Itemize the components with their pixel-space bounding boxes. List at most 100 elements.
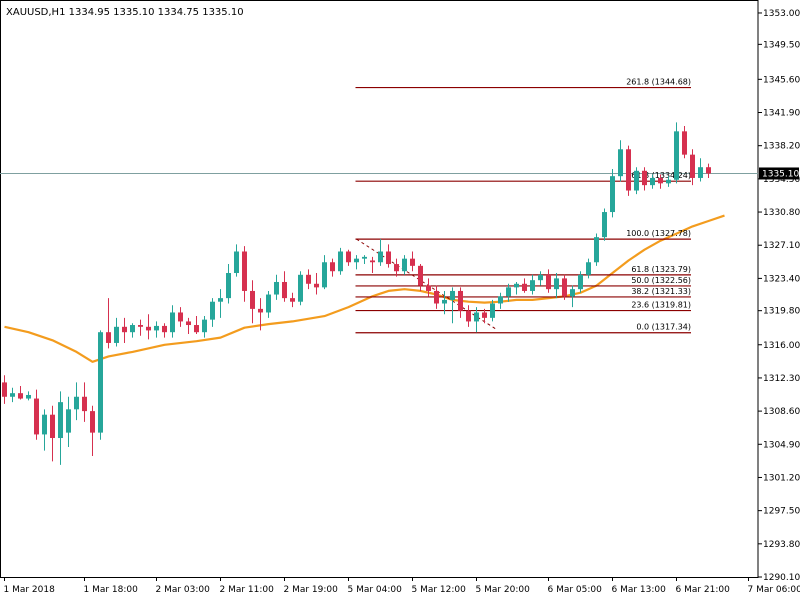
candle-body xyxy=(178,312,183,321)
candle-body xyxy=(42,415,47,435)
candle-body xyxy=(538,275,543,280)
candle xyxy=(410,251,415,271)
candle-body xyxy=(66,409,71,432)
candle-body xyxy=(338,251,343,271)
candle-body xyxy=(170,312,175,332)
candle-body xyxy=(402,259,407,272)
candle xyxy=(218,289,223,318)
x-tick-label: 2 Mar 11:00 xyxy=(220,585,275,595)
candle-body xyxy=(234,251,239,273)
y-tick-label: 1308.60 xyxy=(763,407,800,417)
candle-body xyxy=(146,327,151,331)
candle-body xyxy=(186,321,191,325)
fib-level-label: 61.8 (1323.79) xyxy=(631,265,691,274)
y-tick-label: 1316.00 xyxy=(763,341,800,351)
candle-body xyxy=(122,327,127,332)
candle-body xyxy=(682,131,687,154)
y-tick-label: 1323.40 xyxy=(763,274,800,284)
candle xyxy=(298,271,303,305)
candle xyxy=(106,298,111,348)
current-price-label: 1335.10 xyxy=(762,169,799,179)
x-tick-label: 2 Mar 19:00 xyxy=(284,585,339,595)
candle xyxy=(114,318,119,347)
y-tick-label: 1341.90 xyxy=(763,109,800,119)
candle xyxy=(322,255,327,289)
candle xyxy=(274,275,279,300)
candle-body xyxy=(522,284,527,291)
candle-body xyxy=(98,332,103,432)
candle-body xyxy=(10,393,15,397)
candle-body xyxy=(82,397,87,411)
candle-body xyxy=(34,399,39,435)
candle-body xyxy=(474,312,479,321)
candle xyxy=(42,409,47,450)
candle xyxy=(290,293,295,307)
candle xyxy=(546,269,551,292)
candle xyxy=(594,234,599,266)
candle-body xyxy=(650,178,655,185)
candle xyxy=(458,287,463,317)
candle-body xyxy=(706,167,711,173)
candle xyxy=(154,321,159,337)
candle-body xyxy=(18,393,23,398)
candle xyxy=(98,330,103,439)
y-tick-label: 1353.00 xyxy=(763,9,800,19)
y-tick-label: 1293.80 xyxy=(763,540,800,550)
candle-body xyxy=(394,264,399,271)
candle-body xyxy=(610,176,615,212)
y-tick-label: 1338.20 xyxy=(763,142,800,152)
candle-body xyxy=(458,291,463,311)
candle xyxy=(394,259,399,277)
candle-body xyxy=(426,286,431,291)
candle-body xyxy=(562,278,567,296)
candle xyxy=(210,298,215,327)
candle xyxy=(138,320,143,336)
candle-body xyxy=(378,251,383,262)
candle xyxy=(266,291,271,318)
candle xyxy=(570,286,575,308)
candle-body xyxy=(106,332,111,343)
candle-body xyxy=(330,262,335,271)
candle-body xyxy=(658,178,663,183)
candle-body xyxy=(114,327,119,343)
candle xyxy=(170,305,175,337)
candle-body xyxy=(50,415,55,438)
x-tick-label: 5 Mar 04:00 xyxy=(348,585,403,595)
candle xyxy=(626,146,631,196)
x-tick-label: 5 Mar 20:00 xyxy=(476,585,531,595)
x-tick-label: 5 Mar 12:00 xyxy=(412,585,467,595)
candle-body xyxy=(322,262,327,287)
candle xyxy=(50,406,55,462)
candle xyxy=(306,269,311,289)
candle xyxy=(122,318,127,343)
candle xyxy=(538,271,543,285)
candle-body xyxy=(530,280,535,291)
candle-body xyxy=(210,302,215,320)
candle-body xyxy=(90,411,95,433)
candle xyxy=(386,244,391,267)
x-tick-label: 1 Mar 18:00 xyxy=(84,585,139,595)
candle xyxy=(226,264,231,303)
candle-body xyxy=(690,155,695,178)
y-tick-label: 1345.60 xyxy=(763,75,800,85)
fib-level-label: 261.8 (1344.68) xyxy=(626,78,691,87)
candle xyxy=(250,280,255,323)
candle-body xyxy=(370,260,375,262)
candle-body xyxy=(298,275,303,302)
candle-body xyxy=(154,326,159,330)
candle xyxy=(602,208,607,240)
candle xyxy=(362,255,367,264)
candle xyxy=(194,316,199,334)
current-price-marker: 1335.10 xyxy=(759,167,799,179)
candle-body xyxy=(554,278,559,289)
candle-body xyxy=(666,180,671,184)
candle xyxy=(562,275,567,300)
candle xyxy=(330,259,335,277)
fib-level-label: 23.6 (1319.81) xyxy=(631,301,691,310)
candle xyxy=(522,278,527,292)
candle-body xyxy=(354,259,359,263)
candle xyxy=(634,167,639,194)
candle-body xyxy=(242,251,247,290)
